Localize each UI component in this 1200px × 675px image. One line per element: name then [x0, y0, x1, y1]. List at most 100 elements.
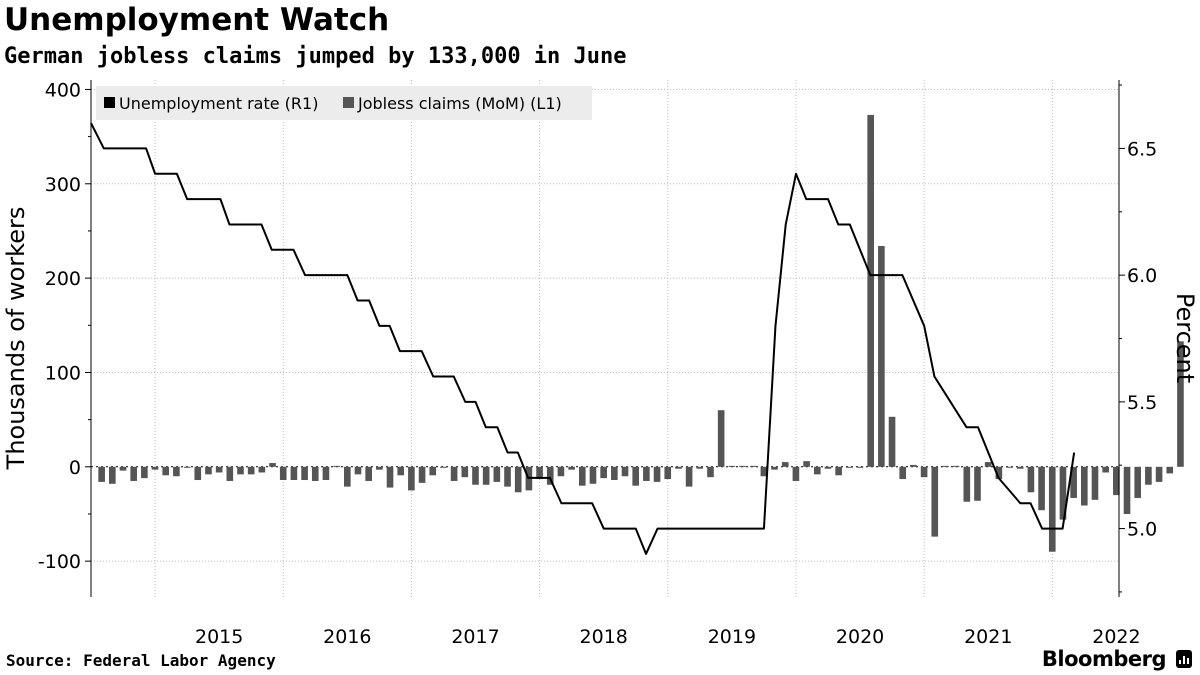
- claims-bar: [984, 462, 992, 467]
- claims-bar: [344, 466, 351, 487]
- claims-bar: [557, 466, 565, 477]
- claims-bar: [792, 466, 800, 481]
- claims-bar: [664, 466, 672, 480]
- claims-bar: [568, 466, 575, 470]
- claims-bar: [333, 465, 340, 467]
- x-tick-label: 2015: [195, 626, 243, 648]
- claims-bar: [578, 466, 586, 486]
- x-tick-label: 2016: [323, 626, 371, 648]
- claims-bar: [130, 466, 137, 481]
- claims-bar: [781, 462, 789, 467]
- x-tick-label: 2019: [708, 626, 756, 648]
- claims-bar: [621, 466, 629, 477]
- chart-title: Unemployment Watch: [4, 2, 390, 38]
- claims-bar: [119, 466, 127, 471]
- left-tick-label: 400: [45, 79, 81, 101]
- claims-bar: [1102, 466, 1109, 473]
- claims-bar: [1177, 341, 1184, 467]
- claims-bar: [440, 466, 447, 468]
- legend-swatch: [104, 97, 115, 108]
- claims-bar: [205, 466, 212, 475]
- claims-bar: [910, 464, 917, 467]
- claims-bar: [397, 466, 405, 476]
- claims-bar: [258, 466, 266, 473]
- left-tick-label: 300: [45, 174, 81, 196]
- claims-bar: [1006, 466, 1013, 468]
- claims-bar: [450, 466, 458, 481]
- claims-bar: [546, 466, 554, 485]
- right-axis-title: Percent: [1171, 293, 1199, 383]
- bloomberg-chart-icon: [1176, 650, 1192, 668]
- left-axis-title: Thousands of workers: [2, 207, 30, 471]
- claims-bar: [846, 466, 853, 468]
- legend-swatch: [343, 97, 354, 108]
- claims-bar: [824, 466, 832, 469]
- left-tick-label: -100: [38, 551, 81, 573]
- claims-bar: [931, 466, 939, 537]
- claims-bar: [942, 465, 949, 467]
- claims-bar: [963, 466, 971, 502]
- claims-bar: [194, 466, 202, 481]
- claims-bar: [215, 466, 223, 473]
- claims-bar: [514, 466, 522, 493]
- x-tick-label: 2017: [451, 626, 499, 648]
- claims-bar: [1155, 466, 1163, 482]
- claims-bar: [151, 466, 159, 470]
- x-tick-label: 2018: [580, 626, 628, 648]
- claims-bar: [600, 466, 607, 479]
- claims-bar: [675, 466, 682, 469]
- claims-bar: [1070, 466, 1077, 498]
- claims-bar: [995, 466, 1003, 480]
- claims-bar: [643, 466, 650, 481]
- claims-bar: [429, 466, 437, 476]
- claims-bar: [279, 466, 287, 481]
- claims-bar: [749, 465, 757, 467]
- brand-logo-text: Bloomberg: [1041, 647, 1167, 671]
- claims-bar: [803, 461, 810, 467]
- claims-bar: [1166, 466, 1174, 474]
- claims-bar: [728, 465, 736, 467]
- claims-bar: [856, 466, 864, 468]
- claims-bar: [739, 465, 746, 467]
- claims-bar: [183, 466, 191, 468]
- unemployment-rate-line: [90, 122, 1076, 555]
- right-tick-label: 6.5: [1127, 138, 1157, 160]
- claims-bar: [322, 466, 330, 481]
- claims-bar: [685, 466, 693, 487]
- claims-bar: [771, 466, 778, 470]
- claims-bar: [269, 463, 276, 467]
- claims-bar: [696, 466, 704, 469]
- right-tick-label: 5.5: [1127, 392, 1157, 414]
- claims-bar: [717, 410, 725, 467]
- claims-bar: [589, 466, 597, 484]
- claims-bar: [760, 466, 768, 477]
- claims-bar: [141, 466, 148, 479]
- claims-bar: [290, 466, 298, 481]
- claims-bar: [1016, 466, 1024, 469]
- claims-bar: [611, 466, 618, 481]
- source-note: Source: Federal Labor Agency: [6, 651, 276, 670]
- claims-bar: [888, 416, 896, 467]
- x-tick-label: 2021: [964, 626, 1012, 648]
- x-tick-label: 2022: [1092, 626, 1140, 648]
- claims-bar: [878, 246, 885, 467]
- claims-bar: [1081, 466, 1088, 506]
- claims-bar: [653, 466, 661, 482]
- claims-bar: [974, 466, 981, 501]
- claims-bar: [98, 466, 105, 482]
- right-tick-label: 5.0: [1127, 519, 1157, 541]
- claims-bar: [408, 466, 415, 491]
- claims-bar: [311, 466, 319, 481]
- claims-bar: [899, 466, 907, 480]
- claims-bar: [504, 466, 511, 487]
- legend-label: Unemployment rate (R1): [119, 94, 318, 113]
- claims-bar: [237, 466, 244, 475]
- claims-bar: [707, 466, 714, 478]
- left-tick-label: 200: [45, 268, 81, 290]
- chart-subtitle: German jobless claims jumped by 133,000 …: [4, 44, 627, 69]
- right-tick-label: 6.0: [1127, 265, 1157, 287]
- x-tick-label: 2020: [836, 626, 884, 648]
- claims-bar: [354, 466, 362, 475]
- claims-bar: [920, 466, 928, 478]
